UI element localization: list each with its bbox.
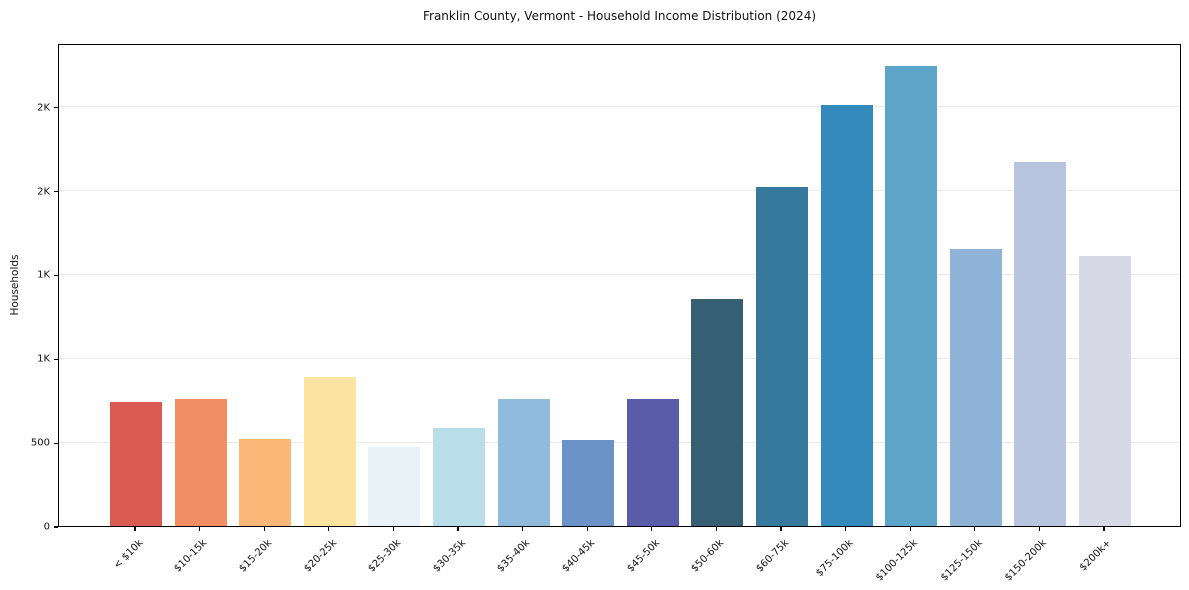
- x-tick-mark: [974, 527, 976, 531]
- x-tick-mark: [780, 527, 782, 531]
- x-tick-label: $10-15k: [172, 537, 210, 575]
- y-tick-label: 1K: [37, 353, 50, 365]
- x-tick-mark: [522, 527, 524, 531]
- y-axis-label: Households: [9, 254, 21, 316]
- gridline: [59, 357, 1180, 359]
- bar-40-45k: [562, 439, 615, 526]
- y-tick-label: 2K: [37, 102, 50, 114]
- bar-45-50k: [626, 398, 679, 526]
- bar-100-125k: [885, 66, 938, 526]
- x-tick-label: $40-45k: [560, 537, 598, 575]
- bar-200k: [1079, 256, 1131, 526]
- x-tick-mark: [199, 527, 201, 531]
- y-tick-label: 1K: [37, 269, 50, 281]
- y-tick-label: 0: [43, 521, 50, 533]
- y-tick-mark: [54, 526, 58, 528]
- bar-35-40k: [497, 399, 550, 526]
- x-tick-label: $35-40k: [495, 537, 533, 575]
- bar-50-60k: [691, 298, 744, 526]
- y-tick-mark: [54, 358, 58, 360]
- chart-title: Franklin County, Vermont - Household Inc…: [422, 9, 817, 23]
- bar-30-35k: [433, 427, 485, 526]
- x-tick-label: $75-100k: [814, 537, 856, 580]
- bar-15-20k: [239, 438, 292, 526]
- x-tick-label: $60-75k: [753, 537, 791, 575]
- x-tick-mark: [457, 527, 459, 531]
- gridline: [59, 190, 1180, 192]
- x-tick-mark: [328, 527, 330, 531]
- bar-150-200k: [1014, 162, 1067, 526]
- x-tick-mark: [909, 527, 911, 531]
- gridline: [59, 106, 1180, 108]
- x-tick-mark: [586, 527, 588, 531]
- plot-area: [58, 44, 1181, 527]
- x-tick-mark: [392, 527, 394, 531]
- x-tick-label: < $10k: [111, 537, 145, 572]
- x-tick-label: $200k+: [1078, 537, 1114, 574]
- x-tick-mark: [715, 527, 717, 531]
- x-tick-mark: [263, 527, 265, 531]
- gridline: [59, 441, 1180, 443]
- y-tick-mark: [54, 442, 58, 444]
- x-tick-label: $100-125k: [874, 537, 921, 584]
- x-tick-mark: [1103, 527, 1105, 531]
- x-tick-mark: [1038, 527, 1040, 531]
- bar-10-15k: [174, 399, 227, 526]
- y-tick-mark: [54, 274, 58, 277]
- y-tick-mark: [54, 107, 58, 109]
- y-tick-mark: [54, 190, 58, 193]
- x-tick-label: $25-30k: [366, 537, 404, 575]
- x-tick-label: $30-35k: [430, 537, 468, 575]
- bar-75-100k: [820, 105, 873, 526]
- bar-20-25k: [303, 376, 356, 526]
- gridline: [59, 273, 1180, 275]
- y-tick-label: 500: [30, 437, 50, 449]
- x-tick-label: $125-150k: [938, 537, 985, 584]
- x-tick-mark: [845, 527, 847, 531]
- x-tick-label: $15-20k: [237, 537, 275, 575]
- y-tick-label: 2K: [37, 186, 50, 198]
- bar-10k: [110, 401, 162, 526]
- bar-25-30k: [368, 447, 421, 526]
- x-tick-label: $20-25k: [301, 537, 339, 575]
- bar-125-150k: [949, 249, 1002, 526]
- x-tick-label: $150-200k: [1003, 537, 1050, 584]
- x-tick-mark: [651, 527, 653, 531]
- bar-60-75k: [756, 187, 808, 526]
- x-tick-mark: [134, 527, 136, 531]
- x-tick-label: $50-60k: [689, 537, 727, 575]
- x-tick-label: $45-50k: [624, 537, 662, 575]
